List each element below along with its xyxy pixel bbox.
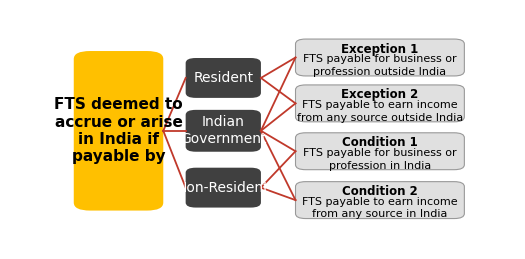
Text: Exception 2: Exception 2 [341, 88, 418, 101]
Text: FTS deemed to
accrue or arise
in India if
payable by: FTS deemed to accrue or arise in India i… [54, 97, 183, 164]
FancyBboxPatch shape [296, 182, 465, 219]
FancyBboxPatch shape [74, 51, 163, 211]
FancyBboxPatch shape [186, 58, 261, 98]
Text: Non-Resident: Non-Resident [177, 181, 270, 195]
FancyBboxPatch shape [186, 168, 261, 207]
Text: Exception 1: Exception 1 [341, 42, 418, 55]
Text: Condition 2: Condition 2 [342, 185, 418, 198]
Text: FTS payable for business or
profession outside India: FTS payable for business or profession o… [303, 54, 457, 77]
Text: FTS payable for business or
profession in India: FTS payable for business or profession i… [303, 148, 457, 171]
Text: Resident: Resident [193, 71, 254, 85]
Text: FTS payable to earn income
from any source outside India: FTS payable to earn income from any sour… [297, 100, 463, 123]
FancyBboxPatch shape [296, 39, 465, 76]
Text: FTS payable to earn income
from any source in India: FTS payable to earn income from any sour… [302, 197, 458, 219]
FancyBboxPatch shape [186, 110, 261, 152]
FancyBboxPatch shape [296, 133, 465, 170]
Text: Indian
Government: Indian Government [180, 115, 267, 146]
FancyBboxPatch shape [296, 85, 465, 122]
Text: Condition 1: Condition 1 [342, 136, 418, 149]
